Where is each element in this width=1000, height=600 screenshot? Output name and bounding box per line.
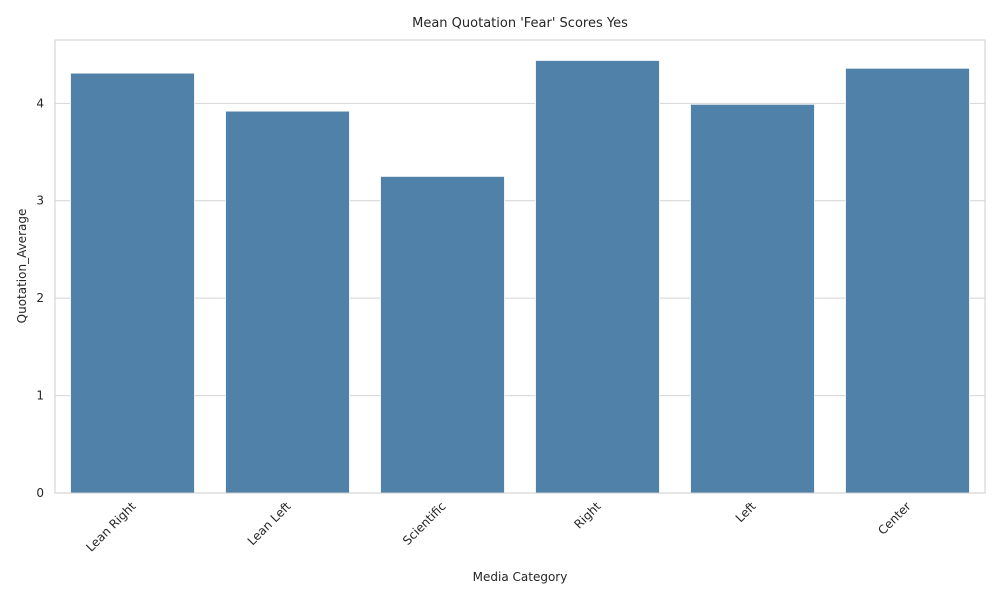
x-tick-label: Lean Right bbox=[83, 499, 139, 555]
bar-lean-left bbox=[225, 110, 350, 494]
y-tick-label: 2 bbox=[36, 291, 44, 305]
bar-lean-right bbox=[70, 72, 195, 494]
y-tick-labels: 0 1 2 3 4 bbox=[36, 96, 44, 500]
bar-left bbox=[690, 103, 815, 494]
bars bbox=[70, 60, 970, 494]
x-tick-label: Scientific bbox=[400, 499, 449, 548]
x-tick-label: Right bbox=[571, 499, 603, 531]
y-tick-label: 4 bbox=[36, 96, 44, 110]
bar-scientific bbox=[380, 175, 505, 494]
x-axis-label: Media Category bbox=[473, 570, 568, 584]
bar-right bbox=[535, 60, 660, 494]
y-tick-label: 1 bbox=[36, 389, 44, 403]
plot-frame bbox=[54, 39, 986, 494]
bar-center bbox=[845, 67, 970, 494]
x-tick-label: Lean Left bbox=[245, 499, 294, 548]
y-tick-label: 0 bbox=[36, 486, 44, 500]
y-tick-label: 3 bbox=[36, 194, 44, 208]
x-tick-label: Center bbox=[875, 499, 914, 538]
y-axis-label: Quotation_Average bbox=[15, 209, 29, 324]
x-tick-labels: Lean Right Lean Left Scientific Right Left Ce… bbox=[83, 499, 913, 555]
chart-title: Mean Quotation 'Fear' Scores Yes bbox=[412, 16, 628, 31]
x-tick-label: Left bbox=[733, 499, 759, 525]
